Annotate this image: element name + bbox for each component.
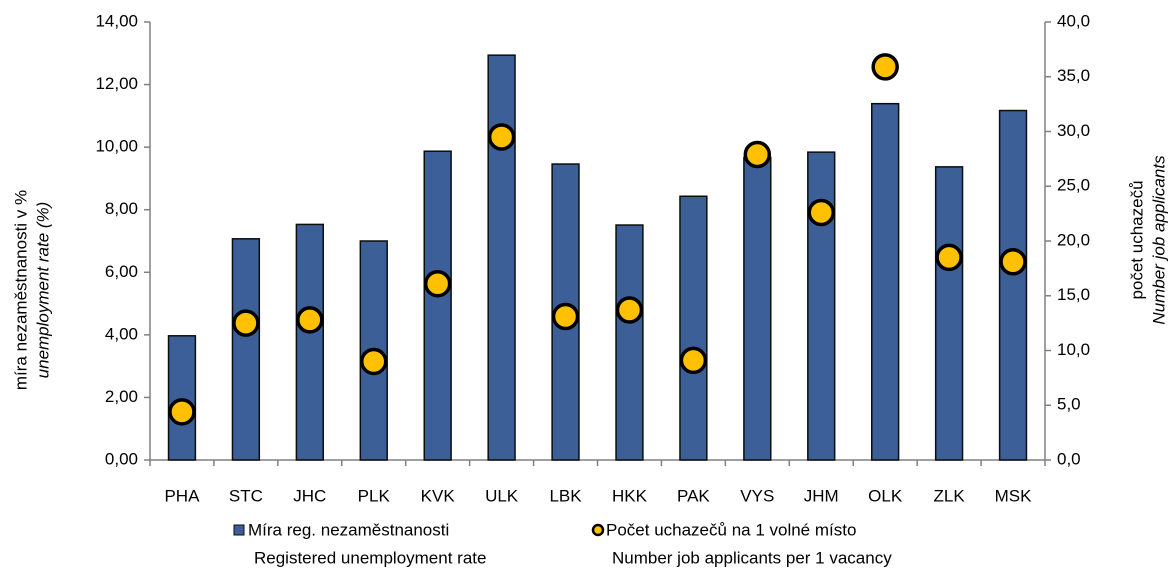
x-tick-label: PAK xyxy=(677,486,710,505)
x-tick-label: ZLK xyxy=(934,486,966,505)
x-tick-label: PLK xyxy=(358,486,391,505)
legend-swatch xyxy=(233,524,245,536)
x-tick-label: JHM xyxy=(804,486,839,505)
point xyxy=(232,309,260,337)
bar xyxy=(807,151,836,461)
bar xyxy=(167,335,197,461)
y-tick-label: 2,00 xyxy=(105,387,138,406)
x-tick-label: LBK xyxy=(549,486,582,505)
point xyxy=(807,198,835,227)
y2-tick-label: 15,0 xyxy=(1057,285,1090,304)
bar xyxy=(487,54,516,461)
y-tick-label: 6,00 xyxy=(105,262,138,281)
y-tick-label: 14,00 xyxy=(95,11,138,30)
y2-axis-title: počet uchazečů xyxy=(1127,180,1146,299)
y-tick-label: 10,00 xyxy=(95,137,138,156)
bar xyxy=(998,109,1028,461)
legend-label: Počet uchazečů na 1 volné místo xyxy=(606,520,856,539)
point xyxy=(935,243,963,272)
bar xyxy=(615,224,644,461)
bar xyxy=(871,102,900,461)
point xyxy=(551,302,580,331)
bar xyxy=(231,238,261,461)
x-tick-label: HKK xyxy=(612,486,648,505)
x-tick-label: VYS xyxy=(740,486,774,505)
point xyxy=(743,140,772,169)
x-tick-label: OLK xyxy=(868,486,903,505)
point xyxy=(679,346,708,375)
y2-tick-label: 40,0 xyxy=(1057,11,1090,30)
y-tick-label: 0,00 xyxy=(105,449,138,468)
bar xyxy=(423,150,452,461)
point xyxy=(168,398,196,426)
point xyxy=(615,296,644,324)
y2-tick-label: 30,0 xyxy=(1057,121,1090,140)
legend-label: Míra reg. nezaměstnanosti xyxy=(248,520,449,539)
point xyxy=(296,306,324,334)
x-tick-label: STC xyxy=(229,486,263,505)
y-tick-label: 4,00 xyxy=(105,324,138,343)
y2-axis-title: Number job applicants xyxy=(1149,155,1168,325)
bar xyxy=(679,195,708,461)
x-tick-label: KVK xyxy=(421,486,456,505)
y-tick-label: 8,00 xyxy=(105,199,138,218)
point xyxy=(423,269,452,298)
x-tick-label: PHA xyxy=(164,486,200,505)
point xyxy=(999,248,1027,276)
x-tick-label: ULK xyxy=(485,486,519,505)
bar xyxy=(743,156,772,461)
legend-label: Number job applicants per 1 vacancy xyxy=(612,548,892,567)
y2-tick-label: 5,0 xyxy=(1057,395,1081,414)
y2-tick-label: 10,0 xyxy=(1057,340,1090,359)
y2-tick-label: 20,0 xyxy=(1057,230,1090,249)
y2-tick-label: 35,0 xyxy=(1057,66,1090,85)
x-tick-label: JHC xyxy=(293,486,326,505)
legend-label: Registered unemployment rate xyxy=(254,548,486,567)
legend-swatch xyxy=(591,523,605,537)
y-tick-label: 12,00 xyxy=(95,74,138,93)
y2-tick-label: 25,0 xyxy=(1057,176,1090,195)
y-axis-title: míra nezaměstnanosti v % xyxy=(11,190,30,390)
y-axis-title: unemployment rate (%) xyxy=(33,202,52,379)
point xyxy=(871,53,899,81)
y2-tick-label: 0,0 xyxy=(1057,449,1081,468)
point xyxy=(360,347,388,376)
bar xyxy=(295,223,324,461)
point xyxy=(487,123,516,151)
x-tick-label: MSK xyxy=(995,486,1033,505)
bar xyxy=(934,166,964,461)
